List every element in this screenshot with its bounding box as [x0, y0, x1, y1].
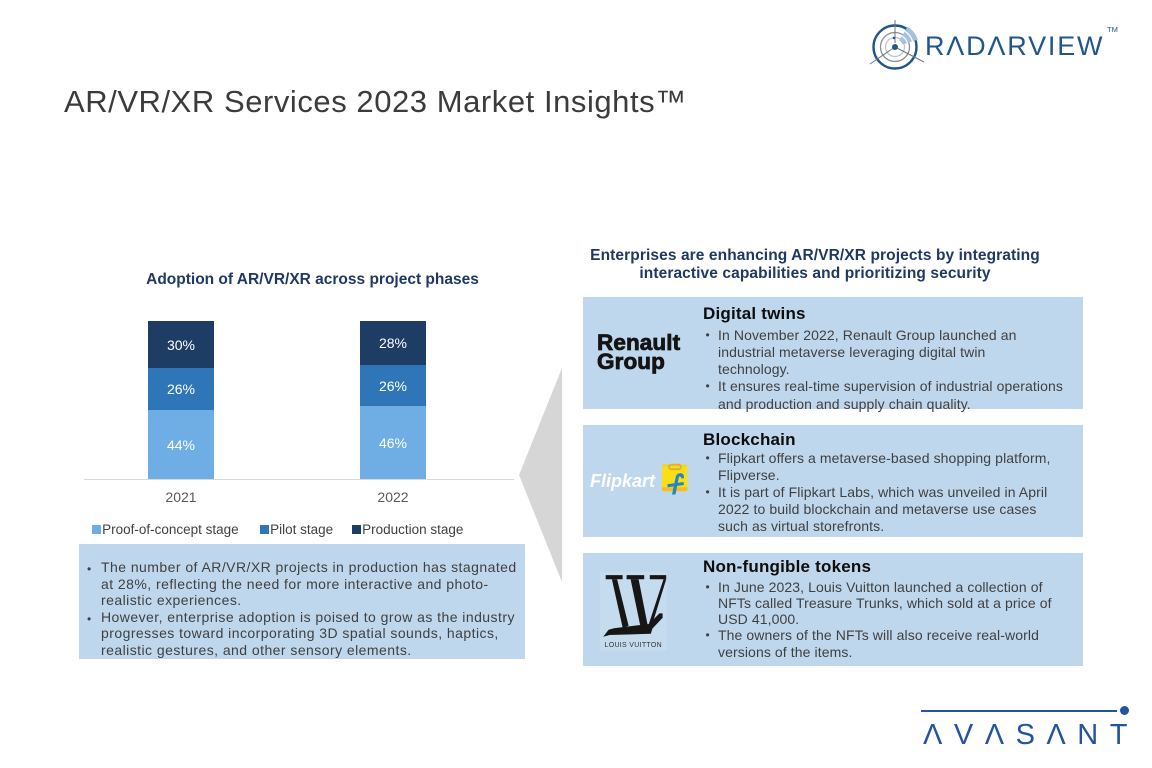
svg-text:LOUIS VUITTON: LOUIS VUITTON	[605, 642, 662, 649]
